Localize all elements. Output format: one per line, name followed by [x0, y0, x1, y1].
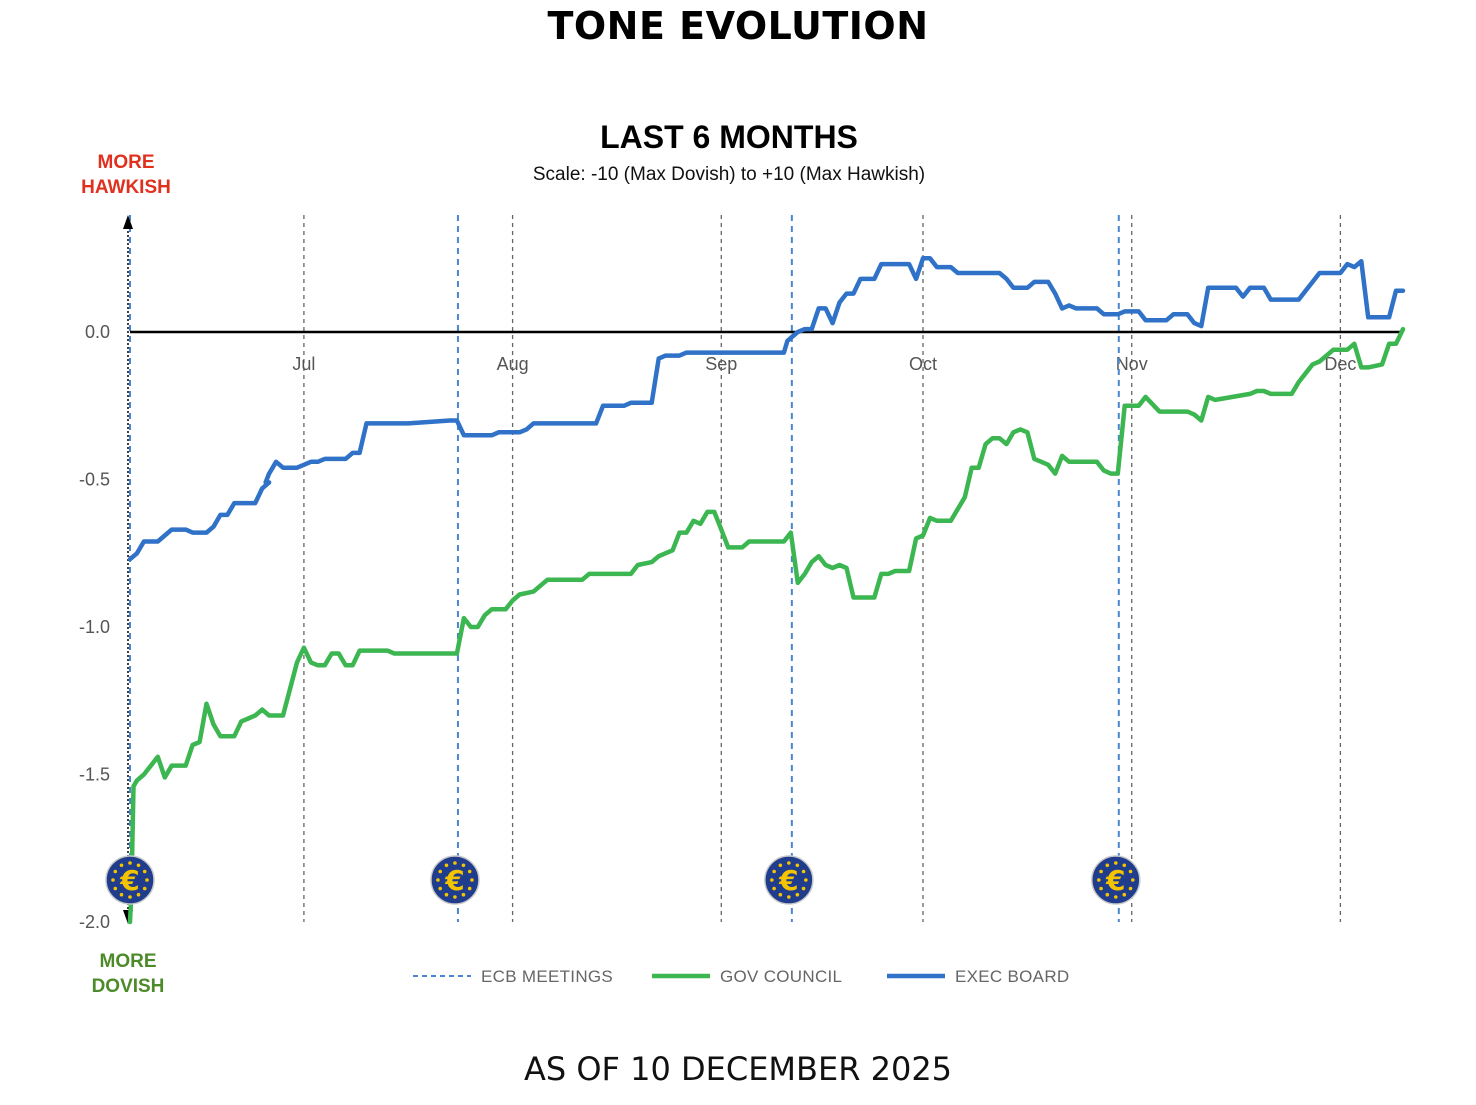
y-tick-label: -2.0: [79, 912, 110, 932]
ecb-logo-star: [467, 869, 472, 874]
ecb-logos: € € € €: [105, 855, 1141, 905]
month-gridlines: Jul Aug Sep Oct Nov Dec: [292, 215, 1356, 922]
ecb-logo-disc: [764, 855, 814, 905]
ecb-logo-star: [136, 863, 141, 868]
ecb-logo-icon: €: [430, 855, 480, 905]
ecb-logo-star: [444, 863, 449, 868]
x-tick-label: Nov: [1116, 354, 1148, 374]
ecb-logo-star: [801, 869, 806, 874]
ecb-logo-star: [461, 892, 466, 897]
ecb-logo-star: [1099, 886, 1103, 891]
y-tick-label: -0.5: [79, 470, 110, 490]
legend: ECB MEETINGS GOV COUNCIL EXEC BOARD: [413, 967, 1069, 986]
chart-title: LAST 6 MONTHS: [600, 119, 858, 155]
more-dovish-label-line1: MORE: [100, 951, 157, 972]
ecb-logo-disc: [430, 855, 480, 905]
ecb-logo-star: [113, 886, 118, 891]
ecb-logo-star: [795, 892, 800, 897]
ecb-logo-star: [444, 892, 449, 897]
arrow-up-icon: [123, 215, 133, 229]
ecb-logo-star: [438, 869, 443, 874]
x-tick-label: Sep: [705, 354, 737, 374]
ecb-logo-star: [1105, 892, 1110, 897]
ecb-logo-star: [438, 886, 443, 891]
ecb-logo-icon: €: [1091, 855, 1141, 905]
ecb-logo-star: [467, 886, 472, 891]
x-tick-label: Aug: [497, 354, 529, 374]
ecb-logo-star: [145, 878, 149, 882]
x-tick-label: Jul: [292, 354, 315, 374]
more-hawkish-label-line1: MORE: [98, 152, 155, 173]
ecb-logo-star: [470, 878, 474, 882]
page-title: TONE EVOLUTION: [547, 4, 929, 48]
y-tick-label: 0.0: [85, 322, 110, 342]
ecb-logo-star: [1113, 861, 1118, 865]
ecb-logo-icon: €: [105, 855, 155, 905]
ecb-logo-star: [795, 863, 800, 868]
series-line-exec-board: [127, 256, 1406, 562]
ecb-logo-star: [1105, 863, 1110, 868]
ecb-logo-star: [772, 886, 776, 891]
euro-symbol-icon: €: [444, 864, 464, 897]
ecb-logo-disc: [1091, 855, 1141, 905]
euro-symbol-icon: €: [1105, 864, 1125, 897]
ecb-logo-star: [1130, 878, 1135, 882]
ecb-meeting-lines: [129, 215, 1120, 922]
ecb-logo-star: [142, 886, 147, 891]
ecb-logo-star: [1122, 892, 1127, 897]
ecb-logo-star: [772, 869, 776, 874]
ecb-logo-star: [142, 869, 147, 874]
x-tick-label: Dec: [1324, 354, 1356, 374]
chart-subtitle: Scale: -10 (Max Dovish) to +10 (Max Hawk…: [533, 164, 925, 185]
legend-label: GOV COUNCIL: [720, 967, 842, 986]
ecb-logo-star: [801, 886, 806, 891]
ecb-logo-star: [770, 878, 774, 882]
ecb-logo-star: [128, 895, 132, 899]
ecb-logo-star: [1128, 869, 1133, 874]
y-tick-label: -1.0: [79, 617, 110, 637]
ecb-logo-star: [461, 863, 466, 868]
ecb-logo-star: [1099, 869, 1103, 874]
ecb-logo-star: [1128, 886, 1133, 891]
legend-label: ECB MEETINGS: [481, 967, 613, 986]
legend-label: EXEC BOARD: [955, 967, 1069, 986]
ecb-logo-star: [1122, 863, 1127, 868]
ecb-logo-star: [453, 861, 457, 865]
ecb-logo-icon: €: [764, 855, 814, 905]
euro-symbol-icon: €: [119, 864, 139, 897]
axes: 0.0 -0.5 -1.0 -1.5 -2.0: [79, 215, 1403, 932]
ecb-logo-star: [453, 895, 457, 899]
more-hawkish-label-line2: HAWKISH: [81, 177, 171, 198]
ecb-logo-star: [119, 892, 124, 897]
ecb-logo-star: [111, 878, 115, 882]
ecb-logo-star: [778, 892, 783, 897]
ecb-logo-star: [787, 895, 791, 899]
ecb-logo-star: [804, 878, 808, 882]
ecb-logo-star: [128, 861, 132, 865]
ecb-logo-star: [1113, 895, 1118, 899]
ecb-logo-star: [119, 863, 124, 868]
euro-symbol-icon: €: [778, 864, 798, 897]
as-of-date: AS OF 10 DECEMBER 2025: [523, 1050, 953, 1088]
y-tick-label: -1.5: [79, 765, 110, 785]
more-dovish-label-line2: DOVISH: [92, 976, 165, 997]
series-line-gov-council: [127, 326, 1406, 925]
ecb-logo-star: [1096, 878, 1101, 882]
ecb-logo-star: [136, 892, 141, 897]
series-lines: [127, 256, 1406, 925]
ecb-logo-disc: [105, 855, 155, 905]
ecb-logo-star: [436, 878, 440, 882]
ecb-logo-star: [787, 861, 791, 865]
ecb-logo-star: [113, 869, 118, 874]
ecb-logo-star: [778, 863, 783, 868]
x-tick-label: Oct: [909, 354, 937, 374]
